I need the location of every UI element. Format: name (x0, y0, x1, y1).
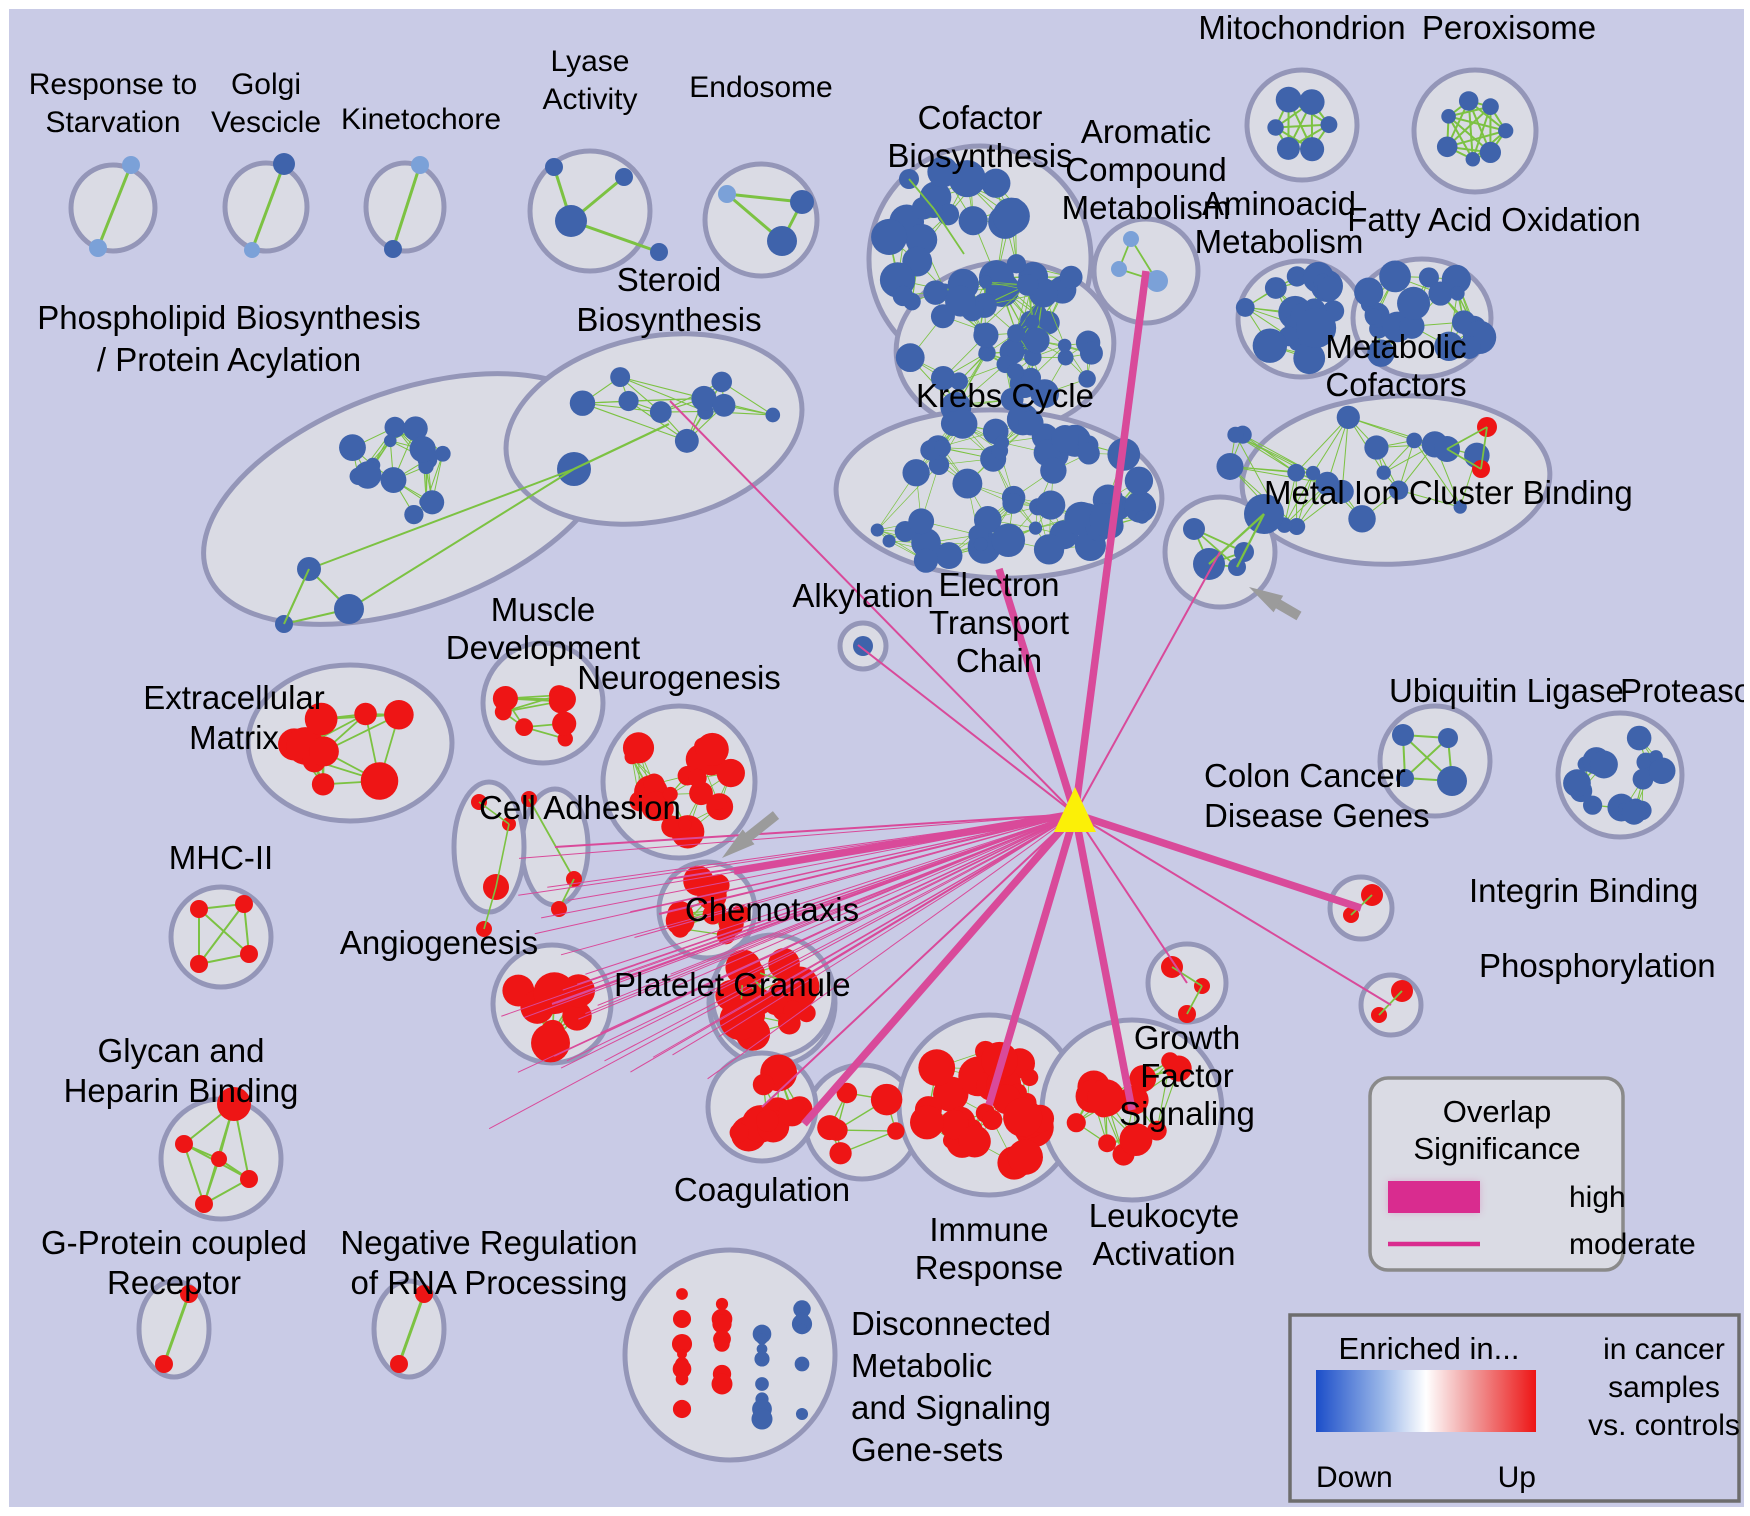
svg-text:Golgi: Golgi (231, 68, 301, 101)
svg-text:Significance: Significance (1413, 1131, 1580, 1166)
svg-text:vs. controls: vs. controls (1588, 1409, 1740, 1442)
svg-text:Activity: Activity (542, 83, 637, 116)
svg-text:MHC-II: MHC-II (169, 839, 273, 876)
svg-text:samples: samples (1608, 1371, 1720, 1404)
svg-text:Metabolism: Metabolism (1195, 223, 1364, 260)
svg-text:and Signaling: and Signaling (851, 1389, 1051, 1426)
svg-text:Down: Down (1316, 1461, 1393, 1494)
svg-text:Krebs Cycle: Krebs Cycle (916, 377, 1094, 414)
svg-text:Peroxisome: Peroxisome (1422, 9, 1596, 46)
svg-text:Matrix: Matrix (189, 719, 279, 756)
svg-text:Metabolic: Metabolic (851, 1347, 992, 1384)
svg-text:G-Protein coupled: G-Protein coupled (41, 1224, 307, 1261)
svg-text:Biosynthesis: Biosynthesis (887, 137, 1072, 174)
svg-text:Glycan and: Glycan and (98, 1032, 265, 1069)
svg-text:Aromatic: Aromatic (1081, 113, 1211, 150)
svg-text:high: high (1569, 1181, 1626, 1214)
svg-text:Factor: Factor (1140, 1057, 1234, 1094)
svg-text:Coagulation: Coagulation (674, 1171, 850, 1208)
svg-text:Transport: Transport (929, 604, 1069, 641)
svg-text:Overlap: Overlap (1443, 1094, 1552, 1129)
svg-text:Immune: Immune (929, 1211, 1048, 1248)
svg-text:Fatty Acid Oxidation: Fatty Acid Oxidation (1347, 201, 1640, 238)
svg-text:Heparin Binding: Heparin Binding (64, 1072, 299, 1109)
svg-text:Proteasome: Proteasome (1620, 672, 1744, 709)
svg-text:Integrin Binding: Integrin Binding (1469, 872, 1698, 909)
svg-text:Activation: Activation (1092, 1235, 1235, 1272)
svg-text:Response: Response (915, 1249, 1064, 1286)
svg-text:Neurogenesis: Neurogenesis (577, 659, 781, 696)
svg-text:Biosynthesis: Biosynthesis (576, 301, 761, 338)
svg-text:Kinetochore: Kinetochore (341, 103, 501, 136)
svg-text:Mitochondrion: Mitochondrion (1198, 9, 1405, 46)
svg-text:Gene-sets: Gene-sets (851, 1431, 1003, 1468)
svg-text:Chain: Chain (956, 642, 1042, 679)
svg-text:Receptor: Receptor (107, 1264, 241, 1301)
svg-text:Chemotaxis: Chemotaxis (685, 891, 859, 928)
svg-text:Phospholipid Biosynthesis: Phospholipid Biosynthesis (37, 299, 420, 336)
svg-text:Compound: Compound (1065, 151, 1226, 188)
svg-text:Disconnected: Disconnected (851, 1305, 1051, 1342)
svg-text:Ubiquitin Ligase: Ubiquitin Ligase (1389, 672, 1624, 709)
svg-text:Muscle: Muscle (491, 591, 596, 628)
svg-text:Starvation: Starvation (45, 106, 180, 139)
svg-text:Lyase: Lyase (551, 45, 630, 78)
svg-text:Cofactors: Cofactors (1325, 366, 1466, 403)
svg-text:Enriched in...: Enriched in... (1339, 1331, 1520, 1366)
svg-text:Extracellular: Extracellular (143, 679, 325, 716)
svg-text:Phosphorylation: Phosphorylation (1479, 947, 1716, 984)
svg-text:Vescicle: Vescicle (211, 106, 321, 139)
svg-text:of RNA Processing: of RNA Processing (351, 1264, 628, 1301)
svg-text:moderate: moderate (1569, 1228, 1696, 1261)
svg-text:Colon Cancer: Colon Cancer (1204, 757, 1406, 794)
svg-text:Cofactor: Cofactor (918, 99, 1043, 136)
svg-text:Steroid: Steroid (617, 261, 722, 298)
svg-text:in cancer: in cancer (1603, 1333, 1725, 1366)
svg-text:Metabolic: Metabolic (1325, 328, 1466, 365)
svg-text:Up: Up (1498, 1461, 1536, 1494)
svg-text:Growth: Growth (1134, 1019, 1240, 1056)
svg-text:/ Protein Acylation: / Protein Acylation (97, 341, 361, 378)
svg-text:Signaling: Signaling (1119, 1095, 1255, 1132)
svg-text:Endosome: Endosome (689, 71, 832, 104)
svg-text:Negative Regulation: Negative Regulation (340, 1224, 637, 1261)
svg-text:Metal Ion Cluster Binding: Metal Ion Cluster Binding (1264, 474, 1633, 511)
svg-text:Response to: Response to (29, 68, 197, 101)
svg-text:Angiogenesis: Angiogenesis (340, 924, 538, 961)
svg-text:Electron: Electron (938, 566, 1059, 603)
svg-text:Leukocyte: Leukocyte (1089, 1197, 1239, 1234)
svg-text:Platelet Granule: Platelet Granule (614, 966, 851, 1003)
svg-text:Cell Adhesion: Cell Adhesion (479, 789, 681, 826)
svg-text:Aminoacid: Aminoacid (1202, 185, 1356, 222)
svg-text:Alkylation: Alkylation (792, 577, 933, 614)
svg-text:Disease Genes: Disease Genes (1204, 797, 1430, 834)
